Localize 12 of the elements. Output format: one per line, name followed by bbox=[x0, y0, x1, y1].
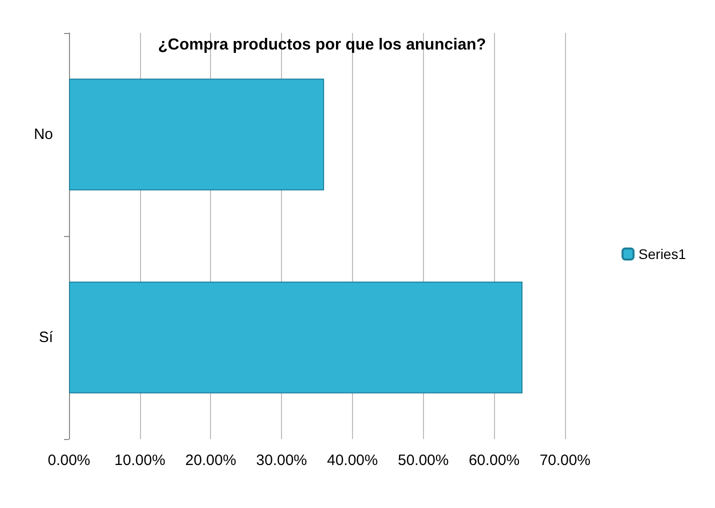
y-tick-label: Sí bbox=[38, 329, 54, 346]
x-tick-label: 60.00% bbox=[468, 452, 520, 469]
x-tick-label: 70.00% bbox=[540, 452, 590, 469]
x-tick-label: 40.00% bbox=[326, 452, 378, 469]
x-tick-label: 0.00% bbox=[48, 452, 90, 469]
x-tick-label: 10.00% bbox=[114, 452, 166, 469]
legend-label: Series1 bbox=[638, 246, 686, 262]
chart-title: ¿Compra productos por que los anuncian? bbox=[158, 36, 486, 54]
x-tick-label: 20.00% bbox=[185, 452, 236, 469]
x-tick-label: 50.00% bbox=[398, 452, 449, 469]
x-tick-label: 30.00% bbox=[256, 452, 308, 469]
y-tick-label: No bbox=[34, 126, 53, 143]
